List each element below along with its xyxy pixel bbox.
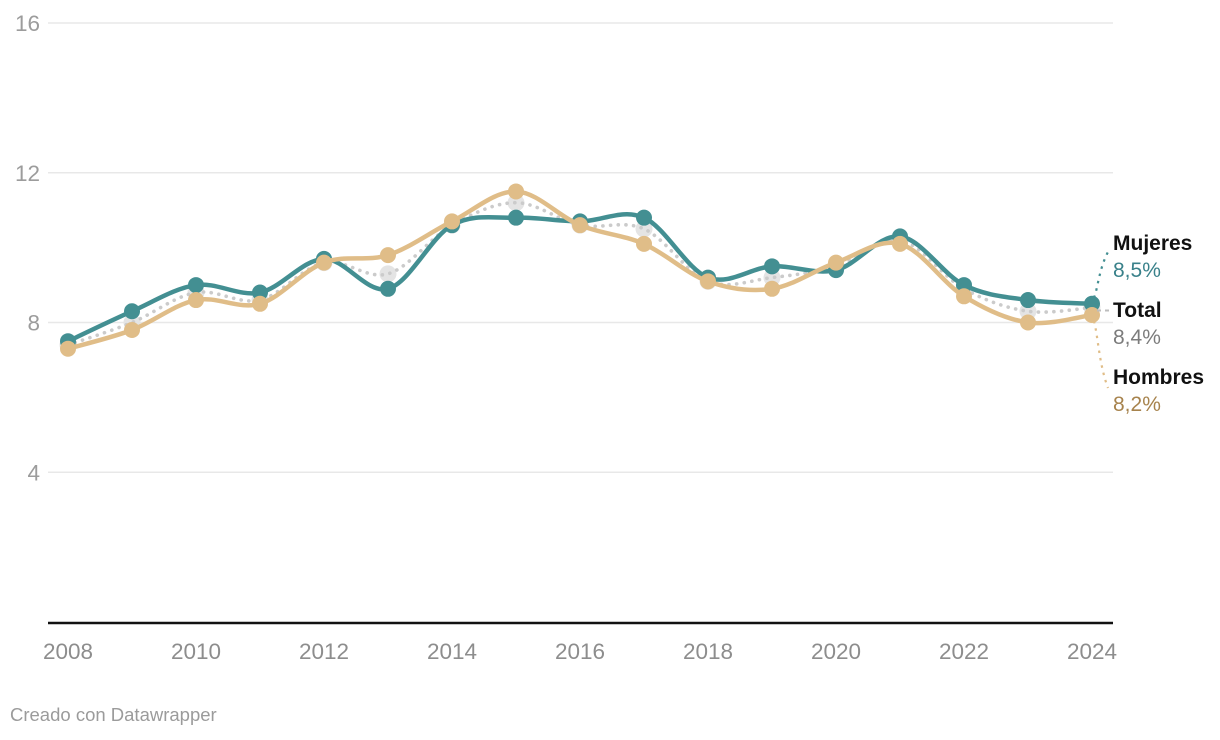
data-point-mujeres: [1084, 295, 1100, 312]
x-tick-label: 2008: [43, 639, 93, 664]
legend-item-hombres: Hombres 8,2%: [1113, 365, 1204, 418]
data-point-hombres: [252, 295, 268, 312]
data-point-hombres: [316, 254, 332, 271]
legend-item-mujeres: Mujeres 8,5%: [1113, 231, 1192, 284]
data-point-mujeres: [124, 303, 140, 320]
legend-label-total: Total: [1113, 299, 1162, 322]
y-tick-label: 12: [15, 161, 40, 186]
legend-value-mujeres: 8,5%: [1113, 259, 1161, 282]
x-tick-label: 2024: [1067, 639, 1117, 664]
data-point-hombres: [508, 183, 524, 200]
data-point-mujeres: [764, 258, 780, 275]
data-point-total: [763, 269, 781, 287]
x-tick-label: 2018: [683, 639, 733, 664]
data-point-mujeres: [508, 209, 524, 226]
leader-line-hombres: [1092, 320, 1110, 389]
data-point-hombres: [1084, 307, 1100, 324]
data-point-hombres: [572, 217, 588, 234]
data-point-hombres: [124, 321, 140, 338]
data-point-hombres: [188, 292, 204, 309]
data-point-hombres: [828, 254, 844, 271]
x-tick-label: 2014: [427, 639, 477, 664]
datawrapper-credit[interactable]: Creado con Datawrapper: [10, 704, 217, 725]
x-tick-label: 2016: [555, 639, 605, 664]
data-point-mujeres: [188, 277, 204, 294]
data-point-hombres: [892, 235, 908, 252]
data-point-mujeres: [956, 277, 972, 294]
data-point-hombres: [1020, 314, 1036, 331]
x-tick-label: 2022: [939, 639, 989, 664]
leader-line-mujeres: [1092, 249, 1110, 299]
y-tick-label: 4: [27, 460, 40, 485]
data-point-mujeres: [380, 280, 396, 297]
x-tick-label: 2020: [811, 639, 861, 664]
data-point-total: [1019, 302, 1037, 320]
y-tick-label: 16: [15, 11, 40, 36]
legend-label-mujeres: Mujeres: [1113, 232, 1193, 255]
x-tick-label: 2010: [171, 639, 221, 664]
y-tick-label: 8: [27, 311, 40, 336]
legend-value-hombres: 8,2%: [1113, 393, 1161, 416]
data-point-hombres: [444, 213, 460, 230]
legend-value-total: 8,4%: [1113, 326, 1161, 349]
data-point-total: [635, 220, 653, 238]
legend-label-hombres: Hombres: [1113, 366, 1205, 389]
data-point-mujeres: [1020, 292, 1036, 309]
data-point-hombres: [956, 288, 972, 305]
x-tick-label: 2012: [299, 639, 349, 664]
data-point-hombres: [380, 247, 396, 264]
data-point-mujeres: [252, 284, 268, 301]
data-point-hombres: [636, 235, 652, 252]
data-point-total: [379, 265, 397, 283]
data-point-hombres: [700, 273, 716, 290]
legend-item-total: Total 8,4%: [1113, 298, 1162, 351]
data-point-mujeres: [636, 209, 652, 226]
data-point-hombres: [60, 340, 76, 357]
data-point-hombres: [764, 280, 780, 297]
